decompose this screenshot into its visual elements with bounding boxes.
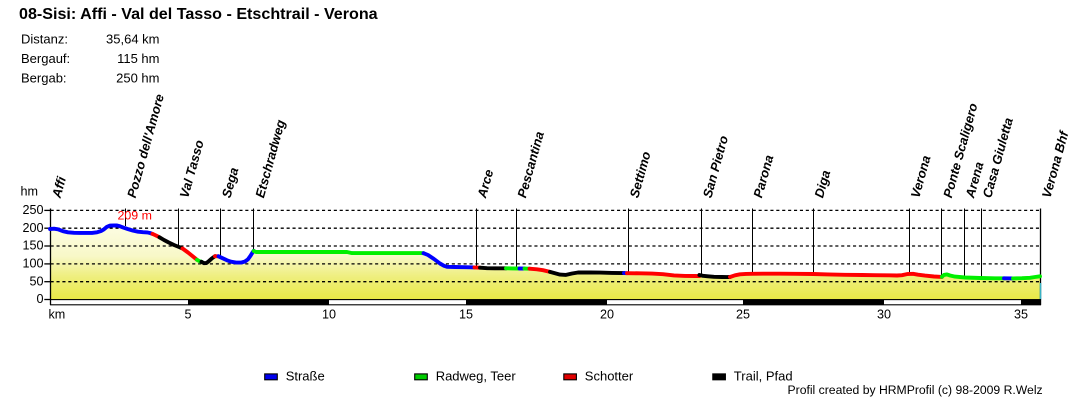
svg-text:209 m: 209 m: [118, 208, 152, 222]
svg-text:Val Tasso: Val Tasso: [176, 138, 206, 199]
svg-text:30: 30: [877, 308, 891, 322]
svg-text:Etschradweg: Etschradweg: [252, 118, 288, 199]
svg-text:Arce: Arce: [474, 168, 496, 201]
svg-text:hm: hm: [21, 185, 39, 199]
svg-text:km: km: [49, 308, 66, 322]
svg-text:15: 15: [459, 308, 473, 322]
svg-text:0: 0: [36, 292, 43, 306]
svg-text:20: 20: [600, 308, 614, 322]
svg-text:Straße: Straße: [286, 368, 325, 383]
svg-text:Sega: Sega: [219, 166, 242, 200]
svg-text:150: 150: [22, 239, 43, 253]
svg-text:08-Sisi: Affi - Val del Tasso: 08-Sisi: Affi - Val del Tasso - Etschtra…: [19, 5, 379, 23]
svg-text:Trail, Pfad: Trail, Pfad: [734, 368, 793, 383]
svg-text:Verona: Verona: [908, 154, 934, 200]
svg-text:Affi: Affi: [49, 175, 70, 201]
svg-text:Bergauf:: Bergauf:: [21, 51, 70, 66]
svg-text:50: 50: [29, 274, 43, 288]
svg-text:35,64 km: 35,64 km: [106, 32, 159, 47]
svg-text:San Pietro: San Pietro: [700, 134, 732, 200]
svg-text:Settimo: Settimo: [627, 150, 654, 200]
svg-text:Pescantina: Pescantina: [514, 130, 547, 200]
svg-text:10: 10: [322, 308, 336, 322]
svg-text:Bergab:: Bergab:: [21, 70, 67, 85]
svg-text:Diga: Diga: [811, 168, 833, 199]
svg-text:Distanz:: Distanz:: [21, 32, 68, 47]
svg-text:5: 5: [184, 308, 191, 322]
svg-text:115 hm: 115 hm: [117, 51, 159, 66]
svg-text:Verona Bhf: Verona Bhf: [1039, 128, 1072, 199]
svg-text:250: 250: [22, 203, 43, 217]
svg-text:250 hm: 250 hm: [116, 70, 159, 85]
svg-text:35: 35: [1014, 308, 1028, 322]
svg-text:200: 200: [22, 221, 43, 235]
svg-text:100: 100: [22, 257, 43, 271]
svg-text:25: 25: [736, 308, 750, 322]
svg-text:Parona: Parona: [750, 153, 776, 199]
svg-text:Casa Giuletta: Casa Giuletta: [979, 116, 1015, 199]
svg-text:Schotter: Schotter: [585, 368, 634, 383]
svg-text:Pozzo dell'Amore: Pozzo dell'Amore: [124, 92, 167, 199]
svg-text:Radweg, Teer: Radweg, Teer: [436, 368, 517, 383]
svg-text:Profil created by HRMProfil (c: Profil created by HRMProfil (c) 98-2009 …: [788, 383, 1043, 397]
